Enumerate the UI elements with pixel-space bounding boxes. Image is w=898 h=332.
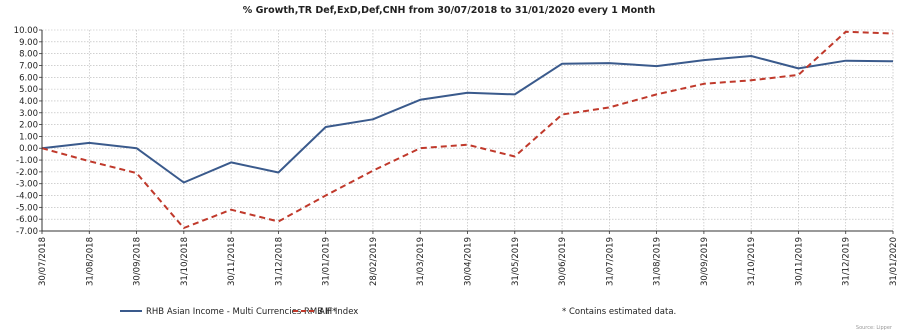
x-tick-label: 31/03/2019 <box>416 237 426 286</box>
y-tick-label: 7.00 <box>19 61 38 71</box>
y-tick-label: 0.00 <box>19 144 38 154</box>
estimated-data-note: * Contains estimated data. <box>562 307 676 317</box>
x-axis-ticks: 30/07/2018 31/08/2018 30/09/2018 31/10/2018… <box>38 231 898 286</box>
y-tick-label: 1.00 <box>19 132 38 142</box>
x-tick-label: 31/01/2019 <box>322 237 332 286</box>
y-tick-label: -1.00 <box>16 156 38 166</box>
y-axis-ticks: 10.00 9.00 8.007.00 6.00 5.00 4.00 3.00 2.001.0… <box>14 26 42 237</box>
y-tick-label: -3.00 <box>16 180 38 190</box>
x-tick-label: 30/11/2018 <box>227 237 237 286</box>
series-line-1 <box>41 55 894 184</box>
x-tick-label: 30/11/2019 <box>794 237 804 286</box>
legend-label-2: AIF Index <box>319 307 358 317</box>
x-tick-label: 30/04/2019 <box>464 237 474 286</box>
y-tick-label: 3.00 <box>19 109 38 119</box>
y-tick-label: 2.00 <box>19 121 38 131</box>
x-tick-label: 31/01/2020 <box>889 237 898 286</box>
x-tick-label: 31/10/2019 <box>747 237 757 286</box>
x-tick-label: 31/10/2018 <box>180 237 190 286</box>
legend: RHB Asian Income - Multi Currencies RMB … <box>120 307 358 317</box>
y-tick-label: -6.00 <box>16 215 38 225</box>
x-tick-label: 31/08/2018 <box>85 237 95 286</box>
x-tick-label: 31/05/2019 <box>511 237 521 286</box>
x-tick-label: 31/12/2019 <box>842 237 852 286</box>
y-tick-label: -5.00 <box>16 203 38 213</box>
y-tick-label: -2.00 <box>16 168 38 178</box>
y-tick-label: -7.00 <box>16 227 38 237</box>
x-tick-label: 31/12/2018 <box>274 237 284 286</box>
x-tick-label: 30/06/2019 <box>558 237 568 286</box>
x-tick-label: 30/09/2019 <box>700 237 710 286</box>
y-tick-label: -4.00 <box>16 192 38 202</box>
y-tick-label: 5.00 <box>19 85 38 95</box>
grid <box>41 29 894 232</box>
y-tick-label: 6.00 <box>19 73 38 83</box>
x-tick-label: 28/02/2019 <box>369 237 379 286</box>
y-tick-label: 9.00 <box>19 38 38 48</box>
series-lines <box>41 30 894 229</box>
legend-label-1: RHB Asian Income - Multi Currencies RMB … <box>146 307 336 317</box>
y-tick-label: 8.00 <box>19 50 38 60</box>
chart-title: % Growth,TR Def,ExD,Def,CNH from 30/07/2… <box>243 5 656 16</box>
series-line-2 <box>41 30 894 229</box>
x-tick-label: 30/07/2018 <box>38 237 48 286</box>
x-tick-label: 31/08/2019 <box>653 237 663 286</box>
y-tick-label: 10.00 <box>14 26 38 36</box>
x-tick-label: 30/09/2018 <box>133 237 143 286</box>
source-note: Source: Lipper <box>856 325 893 331</box>
y-tick-label: 4.00 <box>19 97 38 107</box>
x-tick-label: 31/07/2019 <box>605 237 615 286</box>
